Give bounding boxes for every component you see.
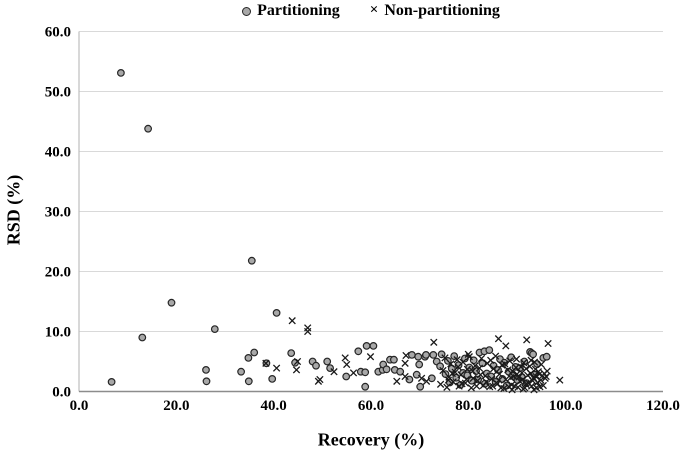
svg-text:0.0: 0.0: [70, 398, 89, 414]
chart-legend: Partitioning × Non-partitioning: [79, 0, 663, 22]
svg-text:120.0: 120.0: [646, 398, 680, 414]
legend-item-non-partitioning: × Non-partitioning: [370, 2, 500, 20]
svg-text:50.0: 50.0: [45, 85, 71, 101]
gridlines: [79, 31, 663, 332]
legend-label-partitioning: Partitioning: [257, 2, 340, 19]
x-axis-title: Recovery (%): [317, 429, 425, 450]
y-tick-labels: 0.0 10.0 20.0 30.0 40.0 50.0 60.0: [45, 25, 71, 401]
svg-text:40.0: 40.0: [45, 145, 71, 161]
x-marker-icon: ×: [369, 2, 379, 18]
svg-text:100.0: 100.0: [549, 398, 583, 414]
x-tick-labels: 0.0 20.0 40.0 60.0 80.0 100.0 120.0: [70, 398, 680, 414]
legend-item-partitioning: Partitioning: [242, 2, 340, 20]
svg-text:30.0: 30.0: [45, 205, 71, 221]
svg-text:80.0: 80.0: [455, 398, 481, 414]
svg-text:60.0: 60.0: [45, 25, 71, 41]
partitioning-points: [107, 68, 551, 391]
non-partitioning-points: [262, 317, 564, 394]
svg-text:20.0: 20.0: [45, 265, 71, 281]
svg-text:10.0: 10.0: [45, 325, 71, 341]
svg-text:60.0: 60.0: [358, 398, 384, 414]
svg-text:0.0: 0.0: [52, 385, 71, 401]
svg-text:20.0: 20.0: [163, 398, 189, 414]
legend-label-non-partitioning: Non-partitioning: [384, 2, 500, 19]
circle-marker-icon: [242, 6, 252, 16]
svg-text:40.0: 40.0: [261, 398, 287, 414]
